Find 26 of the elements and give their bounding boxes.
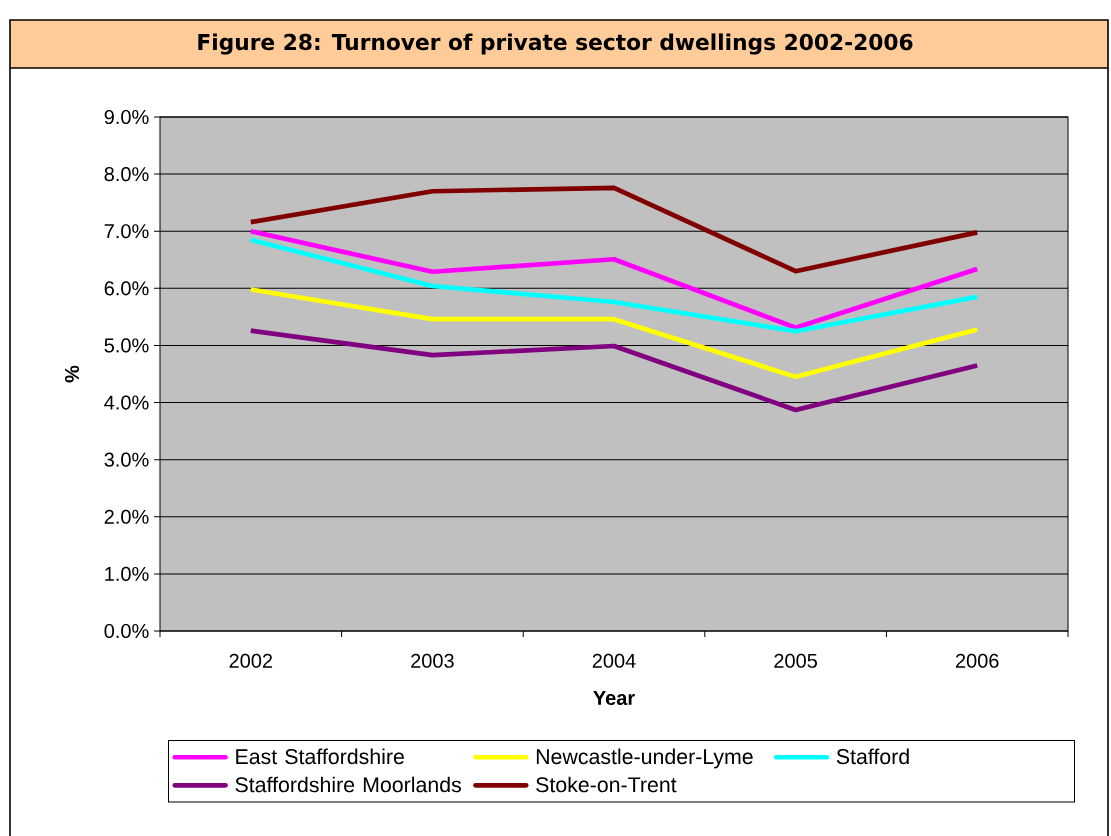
line-series <box>248 287 980 380</box>
y-tick-label: 1.0% <box>105 566 149 581</box>
x-tick-label: 2004 <box>592 653 636 668</box>
line-series <box>248 328 980 413</box>
y-tick-label: 8.0% <box>104 167 149 182</box>
x-tick-label: 2006 <box>955 653 999 668</box>
line-series <box>248 185 980 274</box>
legend-label: Newcastle-under-Lyme <box>536 748 753 769</box>
legend-label: East Staffordshire <box>236 748 404 765</box>
legend-label: Stoke-on-Trent <box>536 776 677 793</box>
y-tick-label: 2.0% <box>104 509 149 524</box>
y-tick-label: 5.0% <box>104 338 149 353</box>
y-tick-label: 6.0% <box>104 281 149 296</box>
x-axis-title: Year <box>593 691 635 705</box>
x-tick-label: 2003 <box>411 653 454 668</box>
x-tick-label: 2005 <box>774 653 818 668</box>
y-tick-label: 9.0% <box>104 109 149 125</box>
y-tick-label: 4.0% <box>104 395 149 410</box>
y-axis-title: % <box>65 365 80 383</box>
legend-label: Stafford <box>836 748 909 765</box>
y-tick-label: 7.0% <box>104 224 149 239</box>
legend-label: Staffordshire Moorlands <box>235 776 461 793</box>
x-tick-label: 2002 <box>229 653 273 668</box>
y-tick-label: 0.0% <box>104 623 149 639</box>
chart-title: Figure 28: Turnover of private sector dwellings 2002-2006 <box>198 33 913 55</box>
y-tick-label: 3.0% <box>104 452 149 467</box>
